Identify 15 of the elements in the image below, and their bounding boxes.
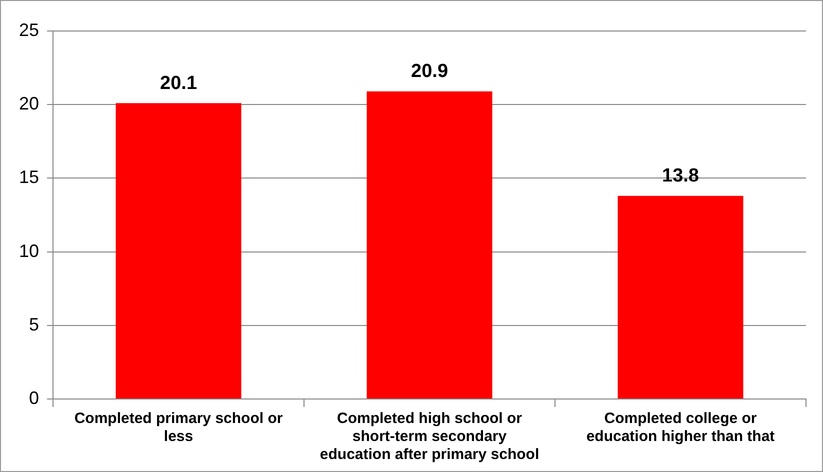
- x-tick-label: Completed high school or short-term secondary education after primary school: [320, 410, 540, 464]
- data-label: 13.8: [662, 166, 699, 187]
- y-tick-label: 0: [29, 388, 40, 408]
- data-label: 20.9: [411, 61, 448, 82]
- x-tick-label: Completed college or education higher than that: [586, 410, 775, 446]
- x-tick-label: Completed primary school or less: [74, 410, 283, 446]
- data-label: 20.1: [160, 72, 198, 94]
- y-tick-label: 20: [18, 94, 40, 114]
- y-tick-label: 10: [18, 240, 40, 261]
- bar: [116, 103, 242, 398]
- y-tick-label: 15: [18, 167, 40, 188]
- bar: [618, 196, 744, 398]
- bar: [366, 91, 492, 398]
- y-tick-label: 25: [18, 20, 40, 40]
- y-tick-label: 5: [29, 314, 40, 334]
